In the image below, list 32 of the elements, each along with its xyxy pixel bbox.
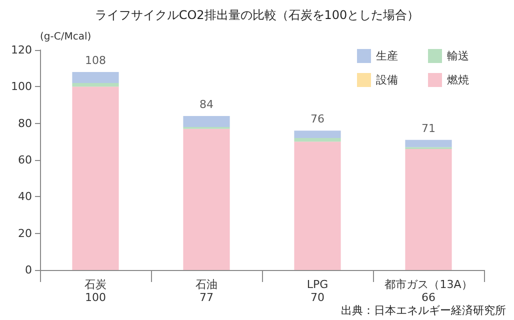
y-tick-label: 100 — [11, 80, 32, 94]
x-tick-label: 石油 77 — [196, 278, 218, 304]
bar — [294, 130, 341, 138]
total-label: 108 — [85, 54, 106, 67]
legend-label: 燃焼 — [447, 74, 469, 86]
bar — [183, 128, 230, 270]
total-label: 76 — [310, 112, 324, 126]
total-label: 71 — [422, 122, 436, 135]
legend-label: 設備 — [376, 74, 398, 86]
bar — [183, 116, 230, 127]
bar — [294, 138, 341, 142]
y-tick-label: 80 — [18, 116, 32, 130]
legend-label: 生産 — [376, 50, 398, 62]
total-label: 84 — [200, 98, 214, 111]
source-note: 出典：日本エネルギー経済研究所 — [341, 304, 506, 317]
y-tick-label: 40 — [18, 190, 32, 204]
bar — [72, 83, 119, 87]
y-axis-title: (g-C/Mcal) — [40, 32, 92, 42]
y-tick-label: 120 — [11, 44, 32, 56]
y-tick-label: 0 — [25, 264, 32, 276]
chart-title: ライフサイクルCO2排出量の比較（石炭を100とした場合） — [94, 8, 420, 22]
y-tick-label: 20 — [18, 226, 32, 240]
bar — [405, 140, 452, 148]
bar — [405, 149, 452, 270]
x-tick-label: 都市ガス（13A） 66 — [384, 278, 472, 304]
y-tick-label: 60 — [18, 154, 32, 166]
legend-label: 輸送 — [447, 50, 469, 62]
x-tick-label: LPG 70 — [306, 278, 328, 304]
bar — [72, 86, 119, 270]
bar — [294, 142, 341, 270]
x-tick-label: 石炭 100 — [84, 278, 106, 304]
bar — [72, 72, 119, 83]
